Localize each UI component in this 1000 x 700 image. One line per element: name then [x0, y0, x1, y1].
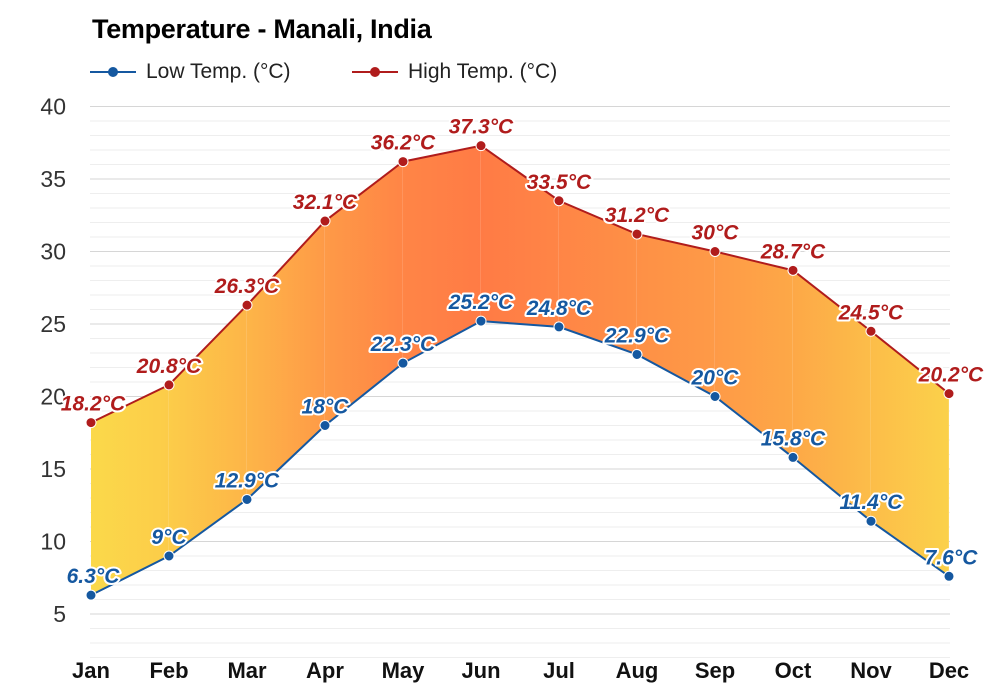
high-data-label-may: 36.2°C	[371, 132, 436, 155]
temperature-band-mar	[247, 221, 325, 500]
legend-label-high: High Temp. (°C)	[408, 60, 558, 83]
low-data-label-dec: 7.6°C	[925, 546, 979, 569]
low-data-label-apr: 18°C	[302, 396, 350, 419]
high-data-label-jun: 37.3°C	[449, 116, 514, 139]
y-tick-label: 40	[40, 94, 66, 120]
x-tick-label-dec: Dec	[929, 658, 969, 683]
high-point-may	[397, 156, 409, 168]
temperature-band-aug	[637, 234, 715, 397]
x-tick-label-apr: Apr	[306, 658, 344, 683]
y-tick-label: 30	[40, 239, 66, 265]
low-point-may	[397, 357, 409, 369]
y-tick-label: 10	[40, 529, 66, 555]
low-point-oct	[787, 451, 799, 463]
temperature-band-sep	[715, 251, 793, 458]
high-data-label-feb: 20.8°C	[136, 355, 202, 378]
low-data-label-aug: 22.9°C	[604, 324, 670, 347]
low-point-apr	[319, 420, 331, 431]
high-point-jun	[475, 140, 487, 152]
low-data-label-nov: 11.4°C	[840, 491, 904, 514]
temperature-band-nov	[871, 331, 949, 577]
legend-item-high[interactable]: High Temp. (°C)	[350, 60, 557, 84]
low-data-label-mar: 12.9°C	[215, 469, 280, 492]
high-data-label-aug: 31.2°C	[605, 204, 670, 227]
low-point-nov	[865, 515, 877, 527]
temperature-band-jan	[91, 384, 169, 596]
low-series-marker-icon	[90, 67, 136, 77]
low-data-label-jan: 6.3°C	[67, 565, 121, 588]
legend-item-low[interactable]: Low Temp. (°C)	[88, 60, 291, 84]
chart-title: Temperature - Manali, India	[92, 14, 432, 44]
temperature-band-may	[403, 145, 481, 364]
x-tick-label-jul: Jul	[543, 658, 575, 683]
low-data-label-sep: 20°C	[691, 367, 740, 390]
low-data-label-jul: 24.8°C	[526, 297, 592, 320]
high-data-label-sep: 30°C	[692, 222, 740, 245]
high-point-sep	[709, 246, 721, 257]
high-data-label-oct: 28.7°C	[760, 240, 826, 263]
low-point-jun	[475, 315, 487, 327]
high-data-label-apr: 32.1°C	[293, 191, 358, 214]
low-data-label-oct: 15.8°C	[761, 427, 826, 450]
y-tick-label: 20	[40, 384, 66, 410]
high-data-label-jan: 18.2°C	[61, 393, 126, 416]
low-data-label-may: 22.3°C	[370, 333, 436, 356]
low-point-dec	[943, 570, 955, 582]
x-tick-label-may: May	[382, 658, 426, 683]
high-data-label-nov: 24.5°C	[838, 301, 904, 324]
x-tick-label-feb: Feb	[149, 658, 188, 683]
low-point-sep	[709, 391, 721, 402]
x-tick-label-jun: Jun	[461, 658, 500, 683]
x-tick-label-mar: Mar	[227, 658, 267, 683]
y-tick-label: 5	[53, 601, 66, 627]
high-point-oct	[787, 264, 799, 276]
temperature-band-jun	[481, 145, 559, 327]
low-point-aug	[631, 348, 643, 360]
low-point-jan	[85, 589, 97, 601]
high-point-aug	[631, 228, 643, 240]
high-point-jan	[85, 417, 97, 429]
high-point-nov	[865, 325, 877, 337]
legend-label-low: Low Temp. (°C)	[146, 60, 291, 83]
high-temp-line	[90, 144, 950, 424]
low-point-mar	[241, 493, 253, 505]
y-tick-label: 35	[40, 166, 66, 192]
low-data-label-jun: 25.2°C	[448, 291, 514, 314]
x-tick-label-aug: Aug	[616, 658, 659, 683]
high-data-label-mar: 26.3°C	[214, 275, 280, 298]
high-point-jul	[553, 195, 565, 207]
high-point-mar	[241, 299, 253, 311]
y-tick-label: 15	[40, 456, 66, 482]
low-temp-line	[90, 320, 950, 597]
high-data-label-jul: 33.5°C	[527, 171, 592, 194]
x-tick-label-jan: Jan	[72, 658, 110, 683]
y-tick-label: 25	[40, 311, 66, 337]
high-point-dec	[943, 388, 955, 400]
temperature-band-feb	[169, 305, 247, 556]
high-series-marker-icon	[352, 67, 398, 77]
low-data-label-feb: 9°C	[151, 526, 187, 549]
x-tick-label-sep: Sep	[695, 658, 735, 683]
high-data-label-dec: 20.2°C	[918, 364, 984, 387]
x-tick-label-oct: Oct	[775, 658, 812, 683]
x-tick-label-nov: Nov	[850, 658, 892, 683]
temperature-band-apr	[325, 161, 403, 426]
high-point-apr	[319, 215, 331, 227]
low-point-feb	[163, 550, 175, 562]
low-point-jul	[553, 321, 565, 333]
temperature-band-oct	[793, 270, 871, 522]
temperature-band-jul	[559, 200, 637, 355]
high-point-feb	[163, 379, 175, 391]
